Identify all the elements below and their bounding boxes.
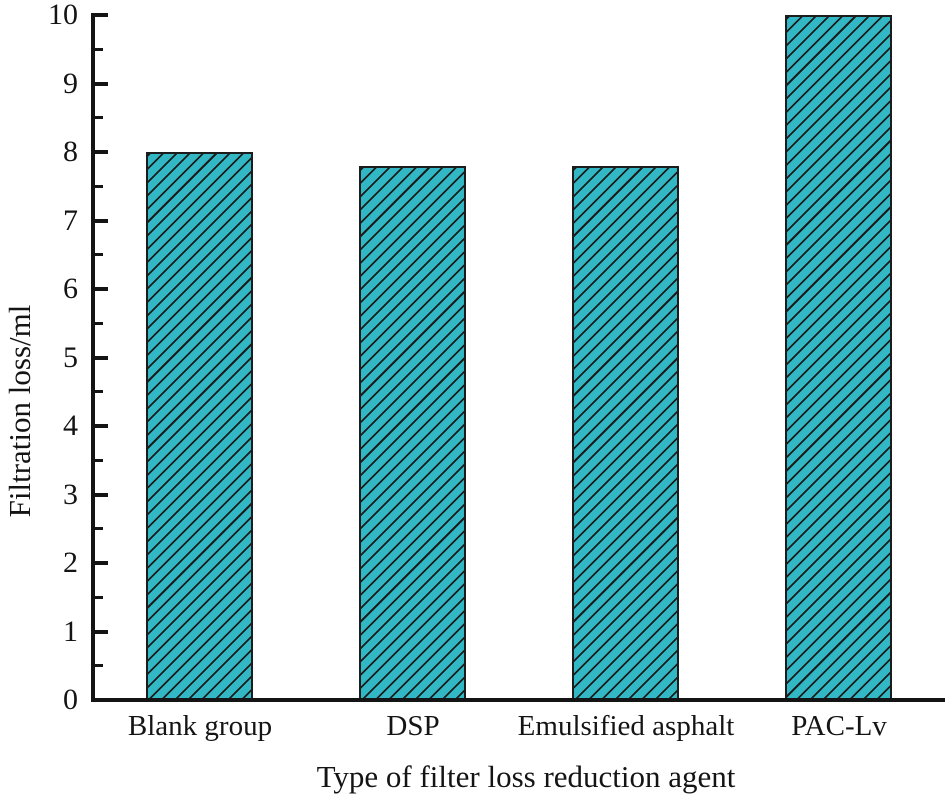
y-minor-tick: [95, 321, 103, 325]
y-major-tick: [95, 492, 108, 497]
y-tick-label: 2: [63, 546, 78, 579]
y-tick-label: 10: [48, 0, 78, 31]
y-major-tick: [95, 698, 108, 702]
y-tick-label: 6: [63, 272, 78, 305]
y-tick-label: 5: [63, 340, 78, 374]
bar-emulsified-asphalt: [572, 166, 679, 702]
x-category-label: DSP: [386, 710, 440, 742]
x-axis-line: [91, 698, 945, 702]
y-axis-line: [91, 13, 95, 702]
x-category-label: PAC-Lv: [791, 710, 887, 742]
y-tick-label: 9: [63, 66, 78, 100]
y-tick-label: 3: [63, 477, 78, 511]
bar-pac-lv: [785, 15, 892, 702]
bar-dsp: [359, 166, 466, 702]
x-axis-title: Type of filter loss reduction agent: [316, 759, 736, 794]
y-major-tick: [95, 287, 108, 291]
bar-blank-group: [146, 152, 253, 702]
y-major-tick: [95, 81, 108, 86]
x-category-label: Emulsified asphalt: [517, 710, 735, 742]
y-tick-label: 7: [63, 203, 78, 237]
y-major-tick: [95, 150, 108, 154]
y-tick-label: 4: [63, 409, 78, 442]
y-major-tick: [95, 218, 108, 223]
y-minor-tick: [95, 664, 103, 668]
y-tick-label: 1: [63, 614, 78, 648]
y-minor-tick: [95, 458, 103, 462]
y-major-tick: [95, 13, 108, 17]
y-minor-tick: [95, 47, 103, 51]
y-major-tick: [95, 561, 108, 565]
y-major-tick: [95, 424, 108, 428]
x-category-label: Blank group: [127, 710, 273, 742]
y-minor-tick: [95, 253, 103, 257]
y-minor-tick: [95, 116, 103, 120]
y-major-tick: [95, 629, 108, 634]
y-major-tick: [95, 355, 108, 360]
y-minor-tick: [95, 184, 103, 188]
y-tick-label: 8: [63, 135, 78, 168]
y-minor-tick: [95, 390, 103, 394]
y-minor-tick: [95, 527, 103, 531]
y-tick-label: 0: [63, 683, 78, 716]
y-minor-tick: [95, 595, 103, 599]
